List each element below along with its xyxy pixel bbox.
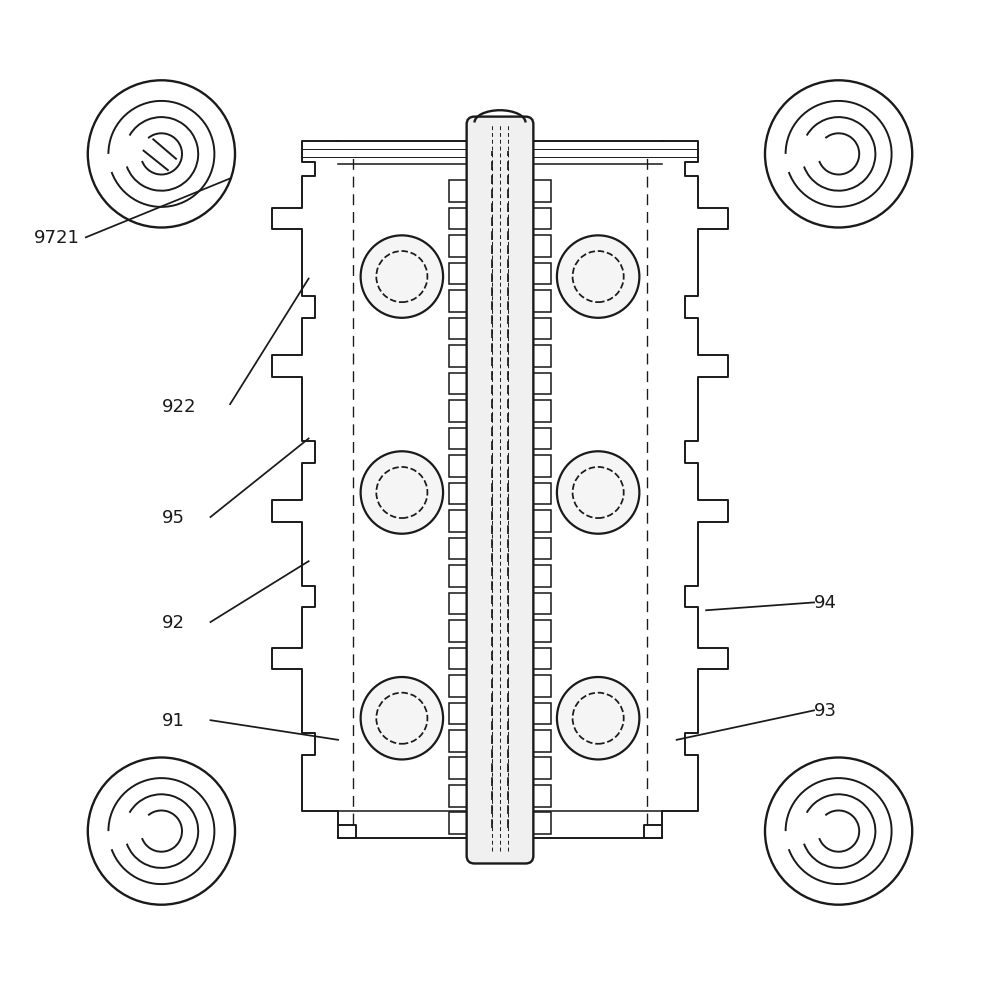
FancyBboxPatch shape bbox=[467, 117, 533, 864]
Circle shape bbox=[361, 677, 443, 759]
Bar bbox=[529, 511, 551, 532]
Circle shape bbox=[557, 677, 639, 759]
Text: 93: 93 bbox=[814, 702, 837, 720]
Bar bbox=[529, 401, 551, 422]
Bar bbox=[449, 538, 471, 560]
Circle shape bbox=[557, 236, 639, 318]
Text: 92: 92 bbox=[161, 613, 184, 631]
Bar bbox=[529, 593, 551, 614]
Bar bbox=[529, 181, 551, 203]
Bar bbox=[529, 236, 551, 257]
Bar bbox=[449, 318, 471, 340]
Bar bbox=[529, 785, 551, 807]
Circle shape bbox=[361, 236, 443, 318]
Bar bbox=[529, 566, 551, 587]
Bar bbox=[529, 456, 551, 477]
Bar bbox=[529, 620, 551, 642]
Bar bbox=[529, 263, 551, 285]
Bar bbox=[529, 483, 551, 505]
Bar bbox=[449, 263, 471, 285]
Bar bbox=[449, 209, 471, 231]
Bar bbox=[529, 703, 551, 725]
Bar bbox=[449, 648, 471, 669]
Bar bbox=[449, 785, 471, 807]
Text: 9721: 9721 bbox=[34, 229, 80, 247]
Bar bbox=[449, 812, 471, 834]
Bar bbox=[449, 428, 471, 450]
Bar bbox=[449, 675, 471, 697]
Bar bbox=[449, 731, 471, 752]
Bar bbox=[529, 428, 551, 450]
Bar bbox=[449, 181, 471, 203]
Circle shape bbox=[361, 452, 443, 534]
Bar bbox=[529, 209, 551, 231]
Bar bbox=[529, 346, 551, 368]
Text: 922: 922 bbox=[161, 397, 196, 416]
Bar bbox=[449, 374, 471, 395]
Bar bbox=[449, 291, 471, 313]
Bar bbox=[449, 511, 471, 532]
Bar bbox=[449, 236, 471, 257]
Bar bbox=[529, 812, 551, 834]
Bar bbox=[529, 291, 551, 313]
Bar bbox=[529, 757, 551, 779]
Bar bbox=[449, 620, 471, 642]
Bar bbox=[449, 346, 471, 368]
Bar bbox=[449, 483, 471, 505]
Bar bbox=[529, 648, 551, 669]
Bar bbox=[449, 757, 471, 779]
Circle shape bbox=[557, 452, 639, 534]
Bar bbox=[449, 401, 471, 422]
Text: 95: 95 bbox=[161, 509, 184, 527]
Bar bbox=[449, 566, 471, 587]
Bar bbox=[449, 703, 471, 725]
Bar bbox=[529, 538, 551, 560]
Bar bbox=[449, 593, 471, 614]
Bar bbox=[529, 731, 551, 752]
Text: 94: 94 bbox=[814, 594, 837, 611]
Bar bbox=[529, 374, 551, 395]
Text: 91: 91 bbox=[161, 712, 184, 730]
Bar bbox=[529, 675, 551, 697]
Bar bbox=[449, 456, 471, 477]
Bar bbox=[529, 318, 551, 340]
